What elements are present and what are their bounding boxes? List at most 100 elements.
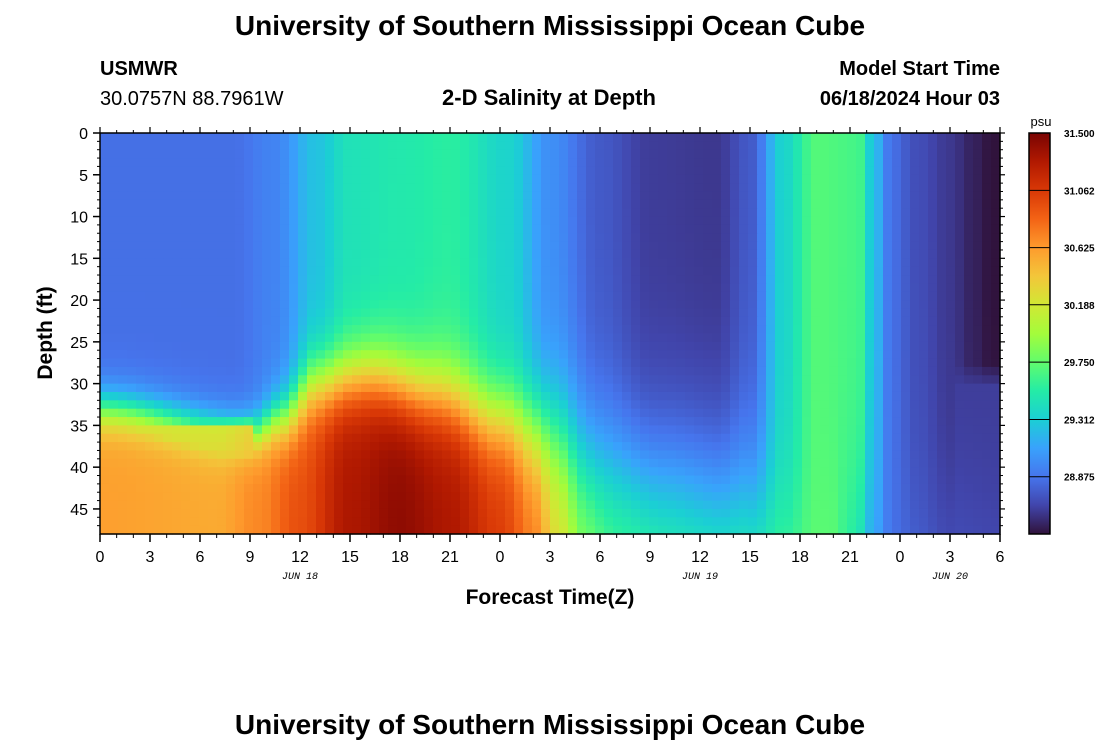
- date-label: JUN 20: [932, 572, 968, 583]
- heatmap-cell: [991, 442, 1001, 452]
- heatmap-cell: [757, 483, 767, 493]
- heatmap-cell: [919, 425, 929, 435]
- heatmap-cell: [874, 517, 884, 527]
- heatmap-cell: [595, 249, 605, 259]
- heatmap-cell: [667, 467, 677, 477]
- heatmap-cell: [748, 442, 758, 452]
- heatmap-cell: [937, 475, 947, 485]
- heatmap-cell: [910, 375, 920, 385]
- heatmap-cell: [730, 391, 740, 401]
- heatmap-cell: [451, 266, 461, 276]
- heatmap-cell: [919, 475, 929, 485]
- heatmap-cell: [316, 458, 326, 468]
- heatmap-cell: [937, 149, 947, 159]
- heatmap-cell: [802, 241, 812, 251]
- heatmap-cell: [172, 350, 182, 360]
- heatmap-cell: [298, 224, 308, 234]
- heatmap-cell: [478, 158, 488, 168]
- heatmap-cell: [847, 308, 857, 318]
- heatmap-cell: [676, 517, 686, 527]
- heatmap-cell: [451, 400, 461, 410]
- heatmap-cell: [766, 141, 776, 151]
- heatmap-cell: [649, 199, 659, 209]
- heatmap-cell: [325, 366, 335, 376]
- heatmap-cell: [406, 233, 416, 243]
- heatmap-cell: [946, 458, 956, 468]
- date-label: JUN 19: [682, 572, 718, 583]
- heatmap-cell: [865, 216, 875, 226]
- heatmap-cell: [460, 158, 470, 168]
- heatmap-cell: [298, 350, 308, 360]
- heatmap-cell: [577, 375, 587, 385]
- heatmap-cell: [523, 458, 533, 468]
- heatmap-cell: [991, 291, 1001, 301]
- heatmap-cell: [820, 216, 830, 226]
- heatmap-cell: [775, 258, 785, 268]
- heatmap-cell: [388, 216, 398, 226]
- heatmap-cell: [478, 475, 488, 485]
- heatmap-cell: [604, 316, 614, 326]
- heatmap-cell: [280, 133, 290, 142]
- heatmap-cell: [514, 258, 524, 268]
- heatmap-cell: [856, 500, 866, 510]
- heatmap-cell: [235, 400, 245, 410]
- heatmap-cell: [487, 475, 497, 485]
- heatmap-cell: [586, 467, 596, 477]
- heatmap-cell: [865, 233, 875, 243]
- heatmap-cell: [730, 166, 740, 176]
- heatmap-cell: [343, 417, 353, 426]
- heatmap-cell: [253, 233, 263, 243]
- heatmap-cell: [649, 183, 659, 193]
- heatmap-cell: [586, 133, 596, 142]
- heatmap-cell: [217, 500, 227, 510]
- heatmap-cell: [586, 383, 596, 393]
- heatmap-cell: [361, 224, 371, 234]
- heatmap-cell: [325, 166, 335, 176]
- heatmap-cell: [613, 166, 623, 176]
- heatmap-cell: [262, 166, 272, 176]
- heatmap-cell: [289, 241, 299, 251]
- heatmap-cell: [757, 283, 767, 293]
- heatmap-cell: [739, 208, 749, 218]
- heatmap-cell: [226, 224, 236, 234]
- heatmap-cell: [271, 249, 281, 259]
- heatmap-cell: [172, 358, 182, 368]
- heatmap-cell: [370, 166, 380, 176]
- heatmap-cell: [361, 408, 371, 418]
- heatmap-cell: [640, 233, 650, 243]
- heatmap-cell: [829, 508, 839, 518]
- heatmap-cell: [550, 341, 560, 351]
- heatmap-cell: [541, 341, 551, 351]
- heatmap-cell: [127, 158, 137, 168]
- heatmap-cell: [136, 249, 146, 259]
- heatmap-cell: [127, 191, 137, 201]
- heatmap-cell: [280, 241, 290, 251]
- heatmap-cell: [676, 525, 686, 535]
- heatmap-cell: [478, 300, 488, 310]
- heatmap-cell: [577, 333, 587, 343]
- heatmap-cell: [217, 174, 227, 184]
- heatmap-cell: [928, 241, 938, 251]
- heatmap-cell: [523, 291, 533, 301]
- heatmap-cell: [685, 133, 695, 142]
- heatmap-cell: [685, 208, 695, 218]
- heatmap-cell: [838, 174, 848, 184]
- heatmap-cell: [244, 291, 254, 301]
- heatmap-cell: [622, 375, 632, 385]
- heatmap-cell: [118, 483, 128, 493]
- heatmap-cell: [829, 141, 839, 151]
- heatmap-cell: [811, 133, 821, 142]
- heatmap-cell: [433, 483, 443, 493]
- heatmap-cell: [343, 141, 353, 151]
- heatmap-cell: [343, 158, 353, 168]
- heatmap-cell: [676, 341, 686, 351]
- heatmap-cell: [118, 224, 128, 234]
- heatmap-cell: [397, 358, 407, 368]
- heatmap-cell: [433, 275, 443, 284]
- heatmap-cell: [523, 350, 533, 360]
- heatmap-cell: [865, 325, 875, 335]
- heatmap-cell: [469, 433, 479, 443]
- heatmap-cell: [217, 266, 227, 276]
- heatmap-cell: [928, 400, 938, 410]
- heatmap-cell: [289, 183, 299, 193]
